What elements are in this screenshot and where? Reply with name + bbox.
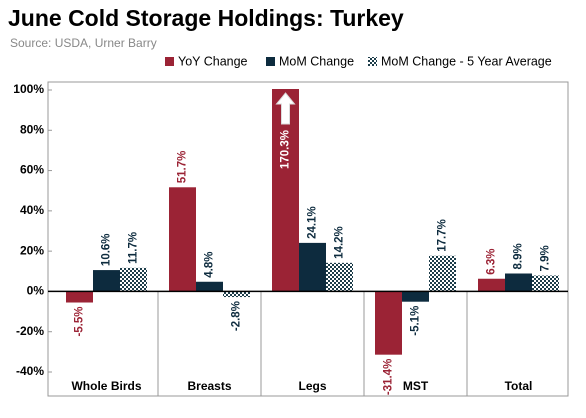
y-tick-label: -20% [16, 324, 44, 338]
value-label: 7.9% [540, 245, 552, 271]
y-tick-label: 80% [20, 122, 44, 136]
x-tick-label: Total [505, 379, 533, 393]
value-label: -5.5% [74, 307, 86, 337]
value-label: 24.1% [307, 206, 319, 239]
bar [196, 281, 223, 292]
y-tick-label: 20% [20, 243, 44, 257]
bar [66, 291, 93, 303]
y-tick-label: 0% [27, 284, 45, 298]
x-tick-label: Breasts [187, 379, 231, 393]
x-tick-label: Legs [298, 379, 326, 393]
value-label: -2.8% [231, 301, 243, 331]
bar [478, 278, 505, 292]
legend-swatch [165, 57, 174, 66]
value-label: 10.6% [101, 233, 113, 266]
bar [299, 242, 326, 292]
x-tick-label: Whole Birds [71, 379, 141, 393]
legend-label: MoM Change - 5 Year Average [381, 54, 552, 68]
bar [532, 275, 559, 292]
value-label: 4.8% [204, 252, 216, 278]
value-label: 170.3% [280, 130, 292, 169]
chart-subtitle: Source: USDA, Urner Barry [10, 36, 157, 50]
value-label: -31.4% [383, 359, 395, 395]
bar [429, 255, 456, 292]
bar [169, 187, 196, 292]
legend-label: MoM Change [279, 54, 354, 68]
y-tick-label: 60% [20, 163, 44, 177]
legend-swatch [368, 57, 377, 66]
bar [93, 270, 120, 292]
bar [326, 262, 353, 292]
bar [505, 273, 532, 292]
value-label: -5.1% [410, 306, 422, 336]
value-label: 8.9% [513, 243, 525, 269]
bar [223, 291, 250, 298]
y-tick-label: 40% [20, 203, 44, 217]
bar [120, 267, 147, 292]
value-label: 11.7% [128, 232, 140, 264]
bar [402, 291, 429, 302]
y-tick-label: -40% [16, 364, 44, 378]
x-tick-label: MST [403, 379, 429, 393]
value-label: 6.3% [486, 249, 498, 275]
value-label: 14.2% [334, 226, 346, 259]
value-label: 51.7% [177, 151, 189, 184]
plot-frame [47, 81, 569, 397]
bar [375, 291, 402, 355]
value-label: 17.7% [437, 219, 449, 252]
y-tick-label: 100% [13, 82, 44, 96]
legend-swatch [266, 57, 275, 66]
legend-label: YoY Change [178, 54, 248, 68]
overflow-arrow [275, 92, 296, 125]
chart-title: June Cold Storage Holdings: Turkey [8, 5, 404, 31]
